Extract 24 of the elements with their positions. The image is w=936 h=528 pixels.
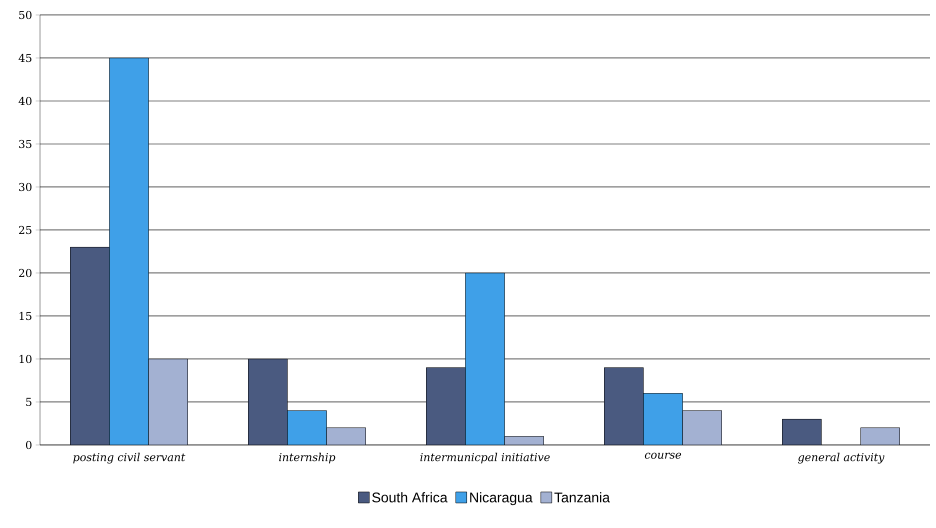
x-tick-label: general activity bbox=[798, 452, 884, 464]
legend-label: South Africa bbox=[372, 492, 448, 502]
y-tick-label: 50 bbox=[19, 10, 32, 20]
bar bbox=[782, 418, 822, 445]
y-tick-label: 40 bbox=[18, 96, 32, 106]
bar bbox=[248, 358, 288, 445]
y-tick-label: 0 bbox=[26, 440, 32, 450]
y-tick-label: 20 bbox=[19, 268, 32, 278]
x-tick-label: posting civil servant bbox=[73, 452, 186, 464]
legend-label: Tanzania bbox=[554, 492, 610, 502]
y-tick-label: 10 bbox=[20, 354, 32, 364]
y-tick-label: 45 bbox=[18, 54, 32, 62]
x-tick-label: internship bbox=[279, 452, 336, 464]
bar bbox=[70, 246, 110, 445]
bar bbox=[604, 367, 644, 445]
x-tick-label: course bbox=[644, 452, 682, 459]
legend-label: Nicaragua bbox=[470, 492, 533, 506]
y-tick-label: 35 bbox=[19, 140, 32, 148]
y-tick-label: 30 bbox=[19, 182, 32, 192]
y-tick-label: 15 bbox=[20, 312, 32, 320]
x-tick-label: intermunicpal initiative bbox=[420, 452, 550, 464]
y-tick-label: 5 bbox=[26, 398, 32, 406]
bar bbox=[426, 367, 466, 445]
y-tick-label: 25 bbox=[19, 226, 32, 234]
